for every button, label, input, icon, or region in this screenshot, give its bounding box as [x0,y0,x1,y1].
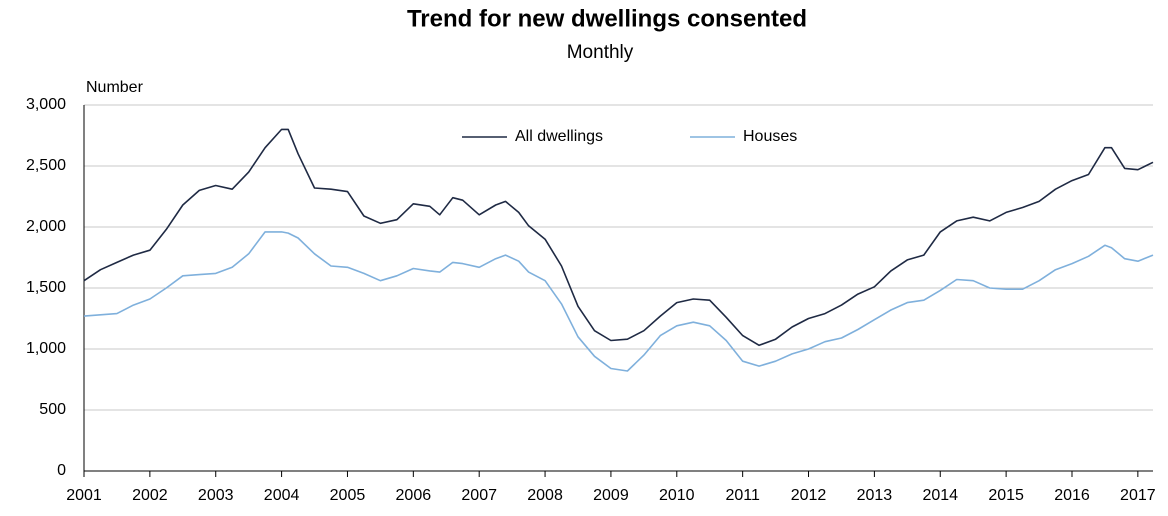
x-tick-label: 2009 [593,487,629,504]
y-tick-label: 500 [39,401,66,418]
x-tick-label: 2013 [857,487,893,504]
y-tick-label: 3,000 [26,96,66,113]
y-tick-label: 1,500 [26,279,66,296]
x-tick-label: 2014 [922,487,958,504]
x-tick-label: 2003 [198,487,234,504]
y-axis-label: Number [86,79,144,96]
y-tick-label: 2,000 [26,218,66,235]
y-tick-label: 0 [57,462,66,479]
x-tick-label: 2005 [330,487,366,504]
x-tick-label: 2017 [1120,487,1156,504]
line-series [83,128,1154,347]
x-tick-label: 2016 [1054,487,1090,504]
x-tick-label: 2007 [461,487,497,504]
legend-label: Houses [743,128,797,145]
chart-subtitle: Monthly [567,42,634,63]
x-tick-label: 2008 [527,487,563,504]
y-tick-label: 1,000 [26,340,66,357]
x-tick-label: 2001 [66,487,102,504]
x-tick-label: 2004 [264,487,300,504]
x-tick-label: 2011 [725,487,760,504]
x-tick-label: 2012 [791,487,827,504]
chart-title: Trend for new dwellings consented [407,5,807,32]
line-series [83,231,1154,372]
legend-label: All dwellings [515,128,603,145]
x-tick-label: 2006 [396,487,432,504]
x-tick-label: 2010 [659,487,695,504]
x-tick-label: 2002 [132,487,168,504]
x-tick-label: 2015 [988,487,1024,504]
y-tick-label: 2,500 [26,157,66,174]
